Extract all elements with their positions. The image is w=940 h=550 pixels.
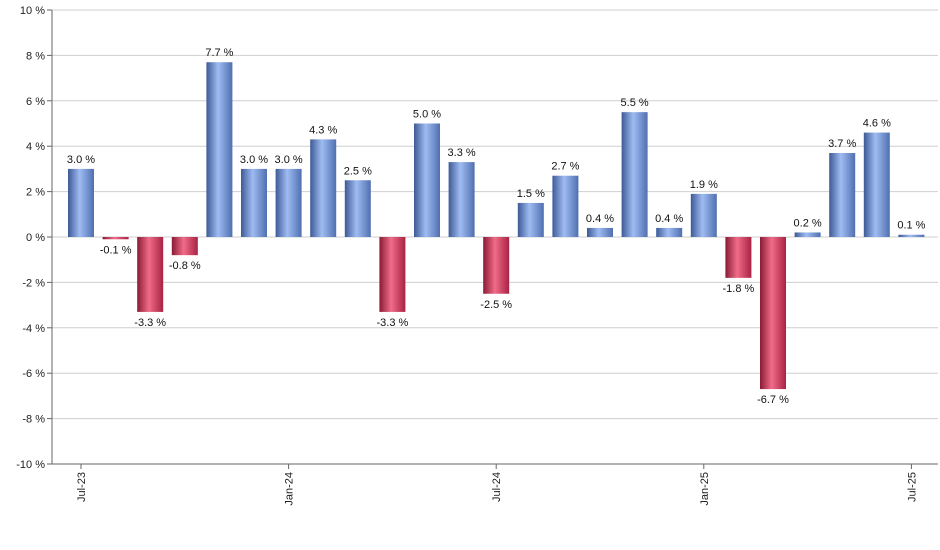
bar-feb-24 [310, 139, 337, 237]
data-label: 4.3 % [309, 124, 337, 136]
x-axis-ticks: Jul-23 Jan-24 Jul-24 Jan-25 Jul-25 [76, 464, 918, 506]
data-label: -1.8 % [723, 283, 755, 295]
data-label: 3.7 % [828, 138, 856, 150]
data-label: 5.5 % [621, 97, 649, 109]
bar-aug-24 [517, 202, 544, 237]
data-label: 3.3 % [448, 147, 476, 159]
bar-mar-25 [760, 237, 786, 390]
y-tick-label: 10 % [20, 5, 45, 17]
y-tick-label: -8 % [22, 414, 45, 426]
data-label: 4.6 % [863, 118, 891, 130]
y-tick-label: 2 % [26, 187, 45, 199]
bar-dec-23 [241, 168, 267, 237]
data-label: -0.1 % [100, 244, 132, 256]
bar-sep-23 [137, 237, 164, 312]
data-label: 2.7 % [551, 161, 579, 173]
y-axis-ticks: -10 % -8 % -6 % -4 % -2 % 0 % 2 % 4 % 6 % 8 % 10 % [16, 5, 52, 471]
bar-mar-24 [344, 180, 371, 237]
bar-oct-23 [171, 237, 198, 256]
bar-oct-24 [587, 227, 613, 237]
bar-apr-25 [794, 232, 821, 237]
y-tick-label: 6 % [26, 96, 45, 108]
bar-may-25 [829, 153, 856, 237]
data-label: -3.3 % [134, 317, 166, 329]
bar-nov-24 [621, 112, 648, 237]
bar-jul-24 [483, 237, 510, 294]
y-tick-label: -2 % [22, 277, 45, 289]
x-tick-label: Jan-24 [284, 472, 296, 506]
bar-may-24 [414, 123, 440, 237]
y-tick-label: -4 % [22, 323, 45, 335]
bar-jan-24 [275, 168, 302, 237]
data-label: -3.3 % [377, 317, 409, 329]
bar-aug-23 [102, 237, 129, 240]
y-tick-label: 0 % [26, 232, 45, 244]
bars [68, 62, 925, 390]
bar-jan-25 [690, 193, 717, 237]
data-label: 3.0 % [275, 154, 303, 166]
data-label: -6.7 % [757, 394, 789, 406]
data-label: -2.5 % [480, 299, 512, 311]
data-label: 1.9 % [690, 179, 718, 191]
data-label: 3.0 % [240, 154, 268, 166]
data-label: 0.2 % [794, 217, 822, 229]
bar-nov-23 [206, 62, 233, 238]
y-tick-label: -6 % [22, 368, 45, 380]
data-label: 1.5 % [517, 188, 545, 200]
x-tick-label: Jul-24 [491, 472, 503, 502]
y-tick-label: 4 % [26, 141, 45, 153]
y-tick-label: 8 % [26, 50, 45, 62]
y-tick-label: -10 % [16, 459, 45, 471]
data-label: 3.0 % [67, 154, 95, 166]
data-label: 0.4 % [586, 213, 614, 225]
bar-jun-25 [863, 132, 890, 237]
x-tick-label: Jul-23 [76, 472, 88, 502]
bar-apr-24 [379, 237, 406, 312]
data-labels: 3.0 % -0.1 % -3.3 % -0.8 % 7.7 % 3.0 % 3.0 % 4.… [67, 47, 926, 406]
data-label: 0.4 % [655, 213, 683, 225]
bar-sep-24 [552, 175, 579, 237]
x-tick-label: Jul-25 [906, 472, 918, 502]
x-tick-label: Jan-25 [699, 472, 711, 506]
data-label: 7.7 % [205, 47, 233, 59]
data-label: 2.5 % [344, 165, 372, 177]
bar-jul-23 [68, 168, 94, 237]
data-label: 5.0 % [413, 109, 441, 121]
bar-feb-25 [725, 237, 752, 278]
bar-dec-24 [656, 227, 683, 237]
data-label: 0.1 % [897, 220, 925, 232]
data-label: -0.8 % [169, 260, 201, 272]
axes [51, 10, 938, 465]
bar-jun-24 [448, 162, 475, 237]
bar-jul-25 [898, 234, 925, 237]
